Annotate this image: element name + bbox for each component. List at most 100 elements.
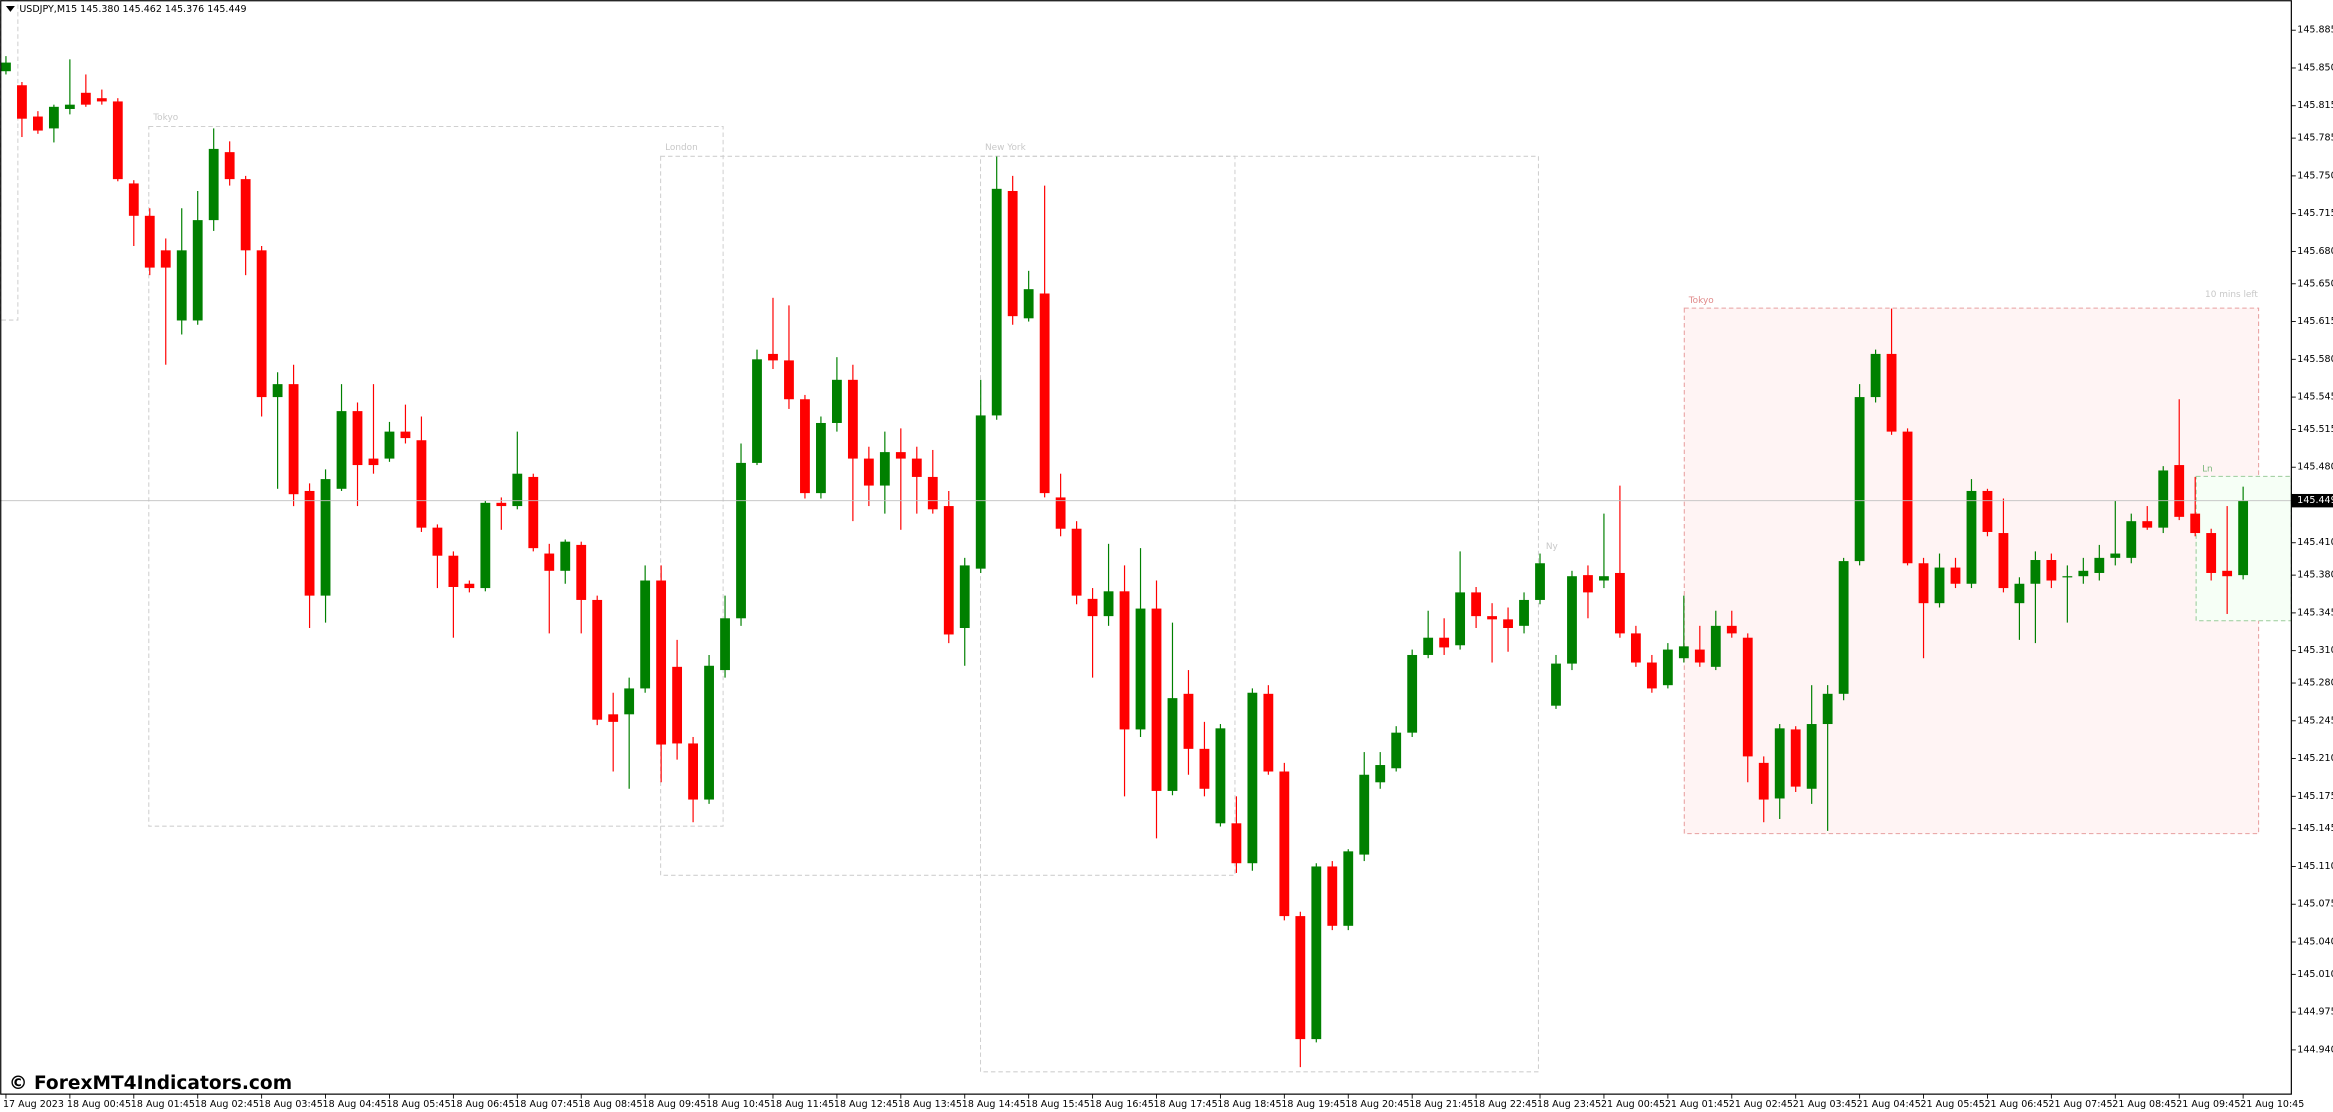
x-tick-label: 18 Aug 08:45 <box>578 1099 642 1110</box>
candle-body <box>544 553 555 571</box>
y-tick-label: 145.785 <box>2297 133 2333 144</box>
candle-body <box>2014 583 2025 604</box>
candles <box>0 56 2292 1068</box>
candle-body <box>2142 521 2153 528</box>
candle-body <box>1870 353 1881 398</box>
session-label: New York <box>985 143 1027 153</box>
x-tick-label: 21 Aug 02:45 <box>1729 1099 1793 1110</box>
candle-body <box>96 98 107 102</box>
x-tick-label: 18 Aug 21:45 <box>1409 1099 1473 1110</box>
timer-label: 10 mins left <box>2205 290 2258 300</box>
candle-body <box>752 359 762 463</box>
candle-body <box>512 473 523 507</box>
candle-body <box>1854 397 1865 562</box>
x-tick-label: 18 Aug 11:45 <box>770 1099 834 1110</box>
y-tick-label: 145.075 <box>2297 899 2333 910</box>
y-tick-label: 145.580 <box>2297 354 2333 365</box>
candle-body <box>1 62 11 72</box>
y-tick-label: 145.380 <box>2297 570 2333 581</box>
candle-body <box>768 353 778 361</box>
candle-body <box>704 665 714 800</box>
candle-body <box>879 452 890 486</box>
x-tick-label: 18 Aug 03:45 <box>259 1099 323 1110</box>
candle-body <box>304 490 315 596</box>
candle-body <box>1439 637 1450 648</box>
x-tick-label: 21 Aug 10:45 <box>2240 1099 2304 1110</box>
x-tick-label: 18 Aug 13:45 <box>898 1099 962 1110</box>
candle-body <box>2126 521 2137 558</box>
candle-body <box>1694 649 1705 663</box>
candle-body <box>592 599 603 720</box>
y-tick-label: 145.245 <box>2297 715 2333 726</box>
y-tick-label: 145.145 <box>2297 823 2333 834</box>
candle-body <box>1471 592 1482 617</box>
candle-body <box>1007 190 1018 317</box>
candle-body <box>1199 748 1210 789</box>
candle-body <box>176 250 187 321</box>
x-tick-label: 18 Aug 15:45 <box>1026 1099 1090 1110</box>
candle-body <box>1039 293 1050 494</box>
candle-body <box>1263 693 1274 772</box>
x-tick-label: 21 Aug 06:45 <box>1984 1099 2048 1110</box>
y-tick-label: 145.750 <box>2297 170 2333 181</box>
candle-body <box>1551 663 1561 706</box>
x-tick-label: 18 Aug 16:45 <box>1090 1099 1154 1110</box>
watermark: © ForexMT4Indicators.com <box>9 1073 292 1094</box>
candle-body <box>1503 619 1513 628</box>
candle-body <box>1279 771 1290 917</box>
x-tick-label: 17 Aug 2023 <box>3 1099 64 1110</box>
x-tick-label: 21 Aug 04:45 <box>1857 1099 1921 1110</box>
candle-body <box>1567 576 1577 664</box>
candle-body <box>1119 591 1130 730</box>
candle-body <box>144 215 155 268</box>
x-tick-label: 18 Aug 06:45 <box>450 1099 514 1110</box>
session-label: Ny <box>1546 542 1558 552</box>
y-tick-label: 145.410 <box>2297 537 2333 548</box>
candle-body <box>1295 916 1306 1040</box>
x-tick-label: 18 Aug 20:45 <box>1345 1099 1409 1110</box>
x-tick-label: 18 Aug 09:45 <box>642 1099 706 1110</box>
candle-body <box>1311 866 1322 1040</box>
y-tick-label: 145.545 <box>2297 392 2333 403</box>
y-tick-label: 145.280 <box>2297 678 2333 689</box>
candle-body <box>33 116 43 131</box>
plot-frame <box>0 0 2292 1095</box>
y-tick-label: 145.715 <box>2297 208 2333 219</box>
y-tick-label: 145.515 <box>2297 424 2333 435</box>
current-price-label: 145.449 <box>2297 495 2333 506</box>
candle-body <box>224 152 235 180</box>
candle-body <box>1215 728 1226 824</box>
candle-body <box>1806 724 1817 789</box>
y-tick-label: 145.680 <box>2297 246 2333 257</box>
candle-body <box>1167 698 1178 791</box>
candle-body <box>80 92 91 105</box>
candle-body <box>528 476 539 549</box>
y-tick-label: 145.480 <box>2297 462 2333 473</box>
candle-body <box>560 541 571 571</box>
candle-body <box>1327 866 1338 926</box>
session-label: London <box>665 143 698 153</box>
x-tick-label: 18 Aug 02:45 <box>195 1099 259 1110</box>
x-tick-label: 21 Aug 03:45 <box>1793 1099 1857 1110</box>
x-tick-label: 18 Aug 05:45 <box>386 1099 450 1110</box>
candle-body <box>2046 560 2057 581</box>
candle-body <box>1071 528 1082 596</box>
candle-body <box>943 506 954 635</box>
candle-body <box>208 148 219 221</box>
candle-body <box>1934 567 1945 604</box>
candle-body <box>1423 637 1434 655</box>
session-label: Tokyo <box>152 113 178 123</box>
candle-body <box>2238 500 2249 576</box>
candle-body <box>1615 572 1625 634</box>
candle-body <box>895 452 906 459</box>
session-box <box>979 155 1539 1073</box>
x-tick-label: 21 Aug 05:45 <box>1921 1099 1985 1110</box>
candle-body <box>1583 575 1593 593</box>
candle-body <box>368 458 379 466</box>
candle-body <box>160 250 171 268</box>
candle-body <box>1742 637 1753 757</box>
candle-body <box>1982 490 1993 532</box>
x-tick-label: 18 Aug 12:45 <box>834 1099 898 1110</box>
candle-body <box>656 580 667 745</box>
